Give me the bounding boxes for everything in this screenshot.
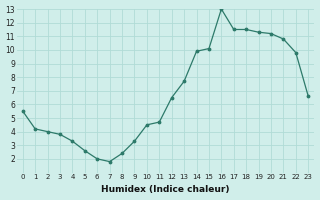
X-axis label: Humidex (Indice chaleur): Humidex (Indice chaleur) <box>101 185 230 194</box>
